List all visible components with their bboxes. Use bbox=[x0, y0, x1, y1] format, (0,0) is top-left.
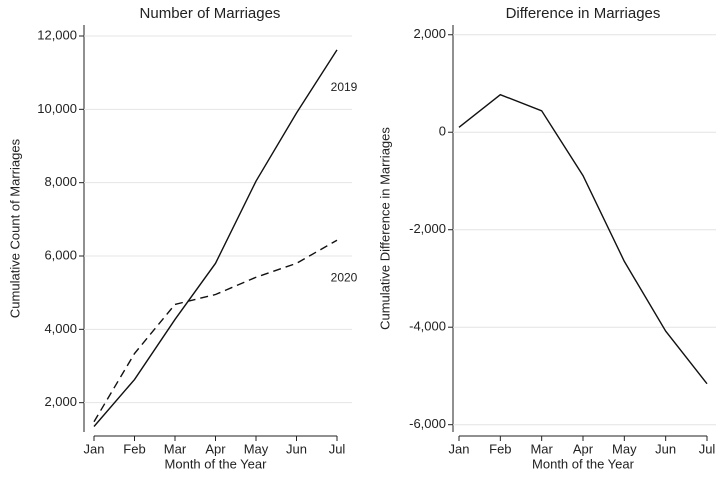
x-axis-label: Month of the Year bbox=[532, 456, 635, 471]
x-tick-label: Mar bbox=[164, 441, 187, 456]
y-tick-label: 12,000 bbox=[37, 27, 77, 42]
y-tick-label: 6,000 bbox=[44, 247, 77, 262]
x-tick-label: Apr bbox=[573, 441, 594, 456]
y-axis-label: Cumulative Count of Marriages bbox=[7, 138, 22, 318]
y-tick-label: 0 bbox=[439, 124, 446, 139]
y-tick-label: 10,000 bbox=[37, 101, 77, 116]
x-tick-label: Mar bbox=[530, 441, 553, 456]
y-tick-label: 2,000 bbox=[413, 26, 446, 41]
y-tick-label: -6,000 bbox=[409, 416, 446, 431]
y-axis-label: Cumulative Difference in Marriages bbox=[377, 127, 392, 330]
chart-title: Number of Marriages bbox=[140, 5, 281, 22]
line-series bbox=[93, 239, 338, 423]
y-tick-label: 8,000 bbox=[44, 174, 77, 189]
x-tick-label: Feb bbox=[123, 441, 145, 456]
x-tick-label: Jul bbox=[329, 441, 346, 456]
x-tick-label: Jul bbox=[699, 441, 716, 456]
x-tick-label: Jan bbox=[84, 441, 105, 456]
chart-title: Difference in Marriages bbox=[506, 5, 661, 22]
y-tick-label: -4,000 bbox=[409, 319, 446, 334]
y-tick-label: 2,000 bbox=[44, 394, 77, 409]
x-tick-label: Jun bbox=[655, 441, 676, 456]
series-label: 2019 bbox=[331, 80, 358, 94]
line-series bbox=[458, 93, 708, 385]
x-tick-label: May bbox=[612, 441, 637, 456]
x-tick-label: Apr bbox=[205, 441, 226, 456]
x-axis-label: Month of the Year bbox=[165, 456, 268, 471]
x-tick-label: Feb bbox=[489, 441, 511, 456]
y-tick-label: 4,000 bbox=[44, 321, 77, 336]
y-tick-label: -2,000 bbox=[409, 221, 446, 236]
line-series bbox=[93, 49, 338, 427]
series-label: 2020 bbox=[331, 270, 358, 284]
x-tick-label: Jun bbox=[286, 441, 307, 456]
x-tick-label: May bbox=[244, 441, 269, 456]
x-tick-label: Jan bbox=[449, 441, 470, 456]
